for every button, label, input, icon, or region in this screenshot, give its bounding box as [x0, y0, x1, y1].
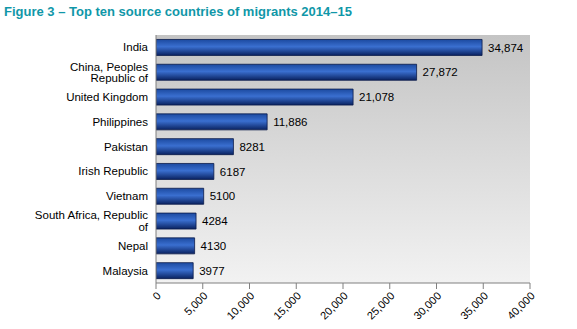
svg-text:Pakistan: Pakistan	[104, 141, 148, 153]
svg-text:Philippines: Philippines	[92, 116, 148, 128]
svg-text:27,872: 27,872	[423, 66, 458, 78]
svg-text:20,000: 20,000	[318, 289, 350, 321]
svg-text:India: India	[123, 41, 149, 53]
svg-text:34,874: 34,874	[488, 42, 524, 54]
svg-text:0: 0	[150, 289, 163, 302]
svg-text:Nepal: Nepal	[118, 240, 148, 252]
svg-text:5,000: 5,000	[182, 289, 210, 317]
svg-text:4284: 4284	[202, 215, 228, 227]
svg-text:30,000: 30,000	[411, 289, 443, 321]
svg-text:6187: 6187	[220, 166, 246, 178]
svg-text:5100: 5100	[210, 190, 236, 202]
svg-text:Irish Republic: Irish Republic	[78, 165, 148, 177]
svg-text:Malaysia: Malaysia	[103, 265, 149, 277]
svg-text:China, PeoplesRepublic of: China, PeoplesRepublic of	[70, 61, 149, 85]
html-text:Figure 3 – Top ten source coun: Figure 3 – Top ten source countries of m…	[4, 4, 352, 19]
svg-text:Vietnam: Vietnam	[106, 190, 148, 202]
svg-text:South Africa, Republicof: South Africa, Republicof	[35, 209, 149, 233]
svg-text:8281: 8281	[239, 141, 265, 153]
svg-text:United Kingdom: United Kingdom	[66, 91, 148, 103]
svg-text:3977: 3977	[199, 265, 225, 277]
svg-text:15,000: 15,000	[271, 289, 303, 321]
svg-text:11,886: 11,886	[273, 116, 307, 128]
svg-text:10,000: 10,000	[224, 289, 256, 321]
svg-text:35,000: 35,000	[458, 289, 490, 321]
svg-text:21,078: 21,078	[359, 91, 394, 103]
svg-text:40,000: 40,000	[505, 289, 537, 321]
svg-text:25,000: 25,000	[364, 289, 396, 321]
svg-text:4130: 4130	[201, 240, 227, 252]
